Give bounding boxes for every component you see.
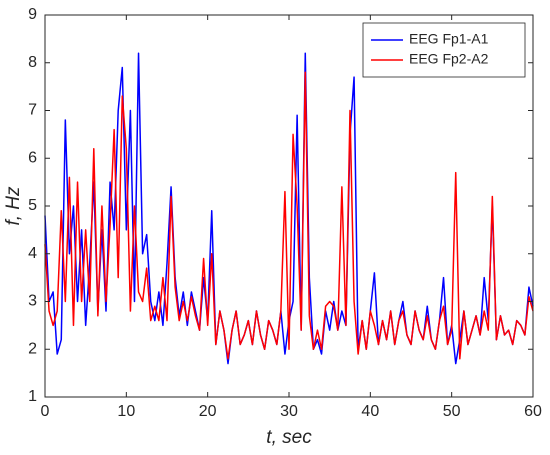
y-tick-label: 4 [28, 245, 37, 262]
y-tick-label: 3 [28, 293, 37, 310]
x-tick-label: 50 [443, 403, 461, 420]
x-tick-label: 20 [199, 403, 217, 420]
x-tick-label: 30 [280, 403, 298, 420]
x-tick-label: 10 [117, 403, 135, 420]
x-tick-label: 60 [524, 403, 542, 420]
x-axis-label: t, sec [266, 427, 312, 448]
data-line [44, 71, 534, 360]
x-tick-label: 40 [361, 403, 379, 420]
y-tick-label: 1 [28, 388, 37, 405]
y-tick-label: 9 [28, 6, 37, 23]
legend-label: EEG Fp1-A1 [409, 31, 489, 47]
legend-box [362, 22, 526, 78]
y-tick-label: 6 [28, 149, 37, 166]
x-tick-label: 0 [41, 403, 50, 420]
y-tick-label: 5 [28, 197, 37, 214]
y-axis-label: f, Hz [3, 186, 24, 226]
y-tick-label: 8 [28, 54, 37, 71]
y-tick-label: 7 [28, 102, 37, 119]
y-tick-label: 2 [28, 340, 37, 357]
legend-label: EEG Fp2-A2 [409, 51, 489, 67]
